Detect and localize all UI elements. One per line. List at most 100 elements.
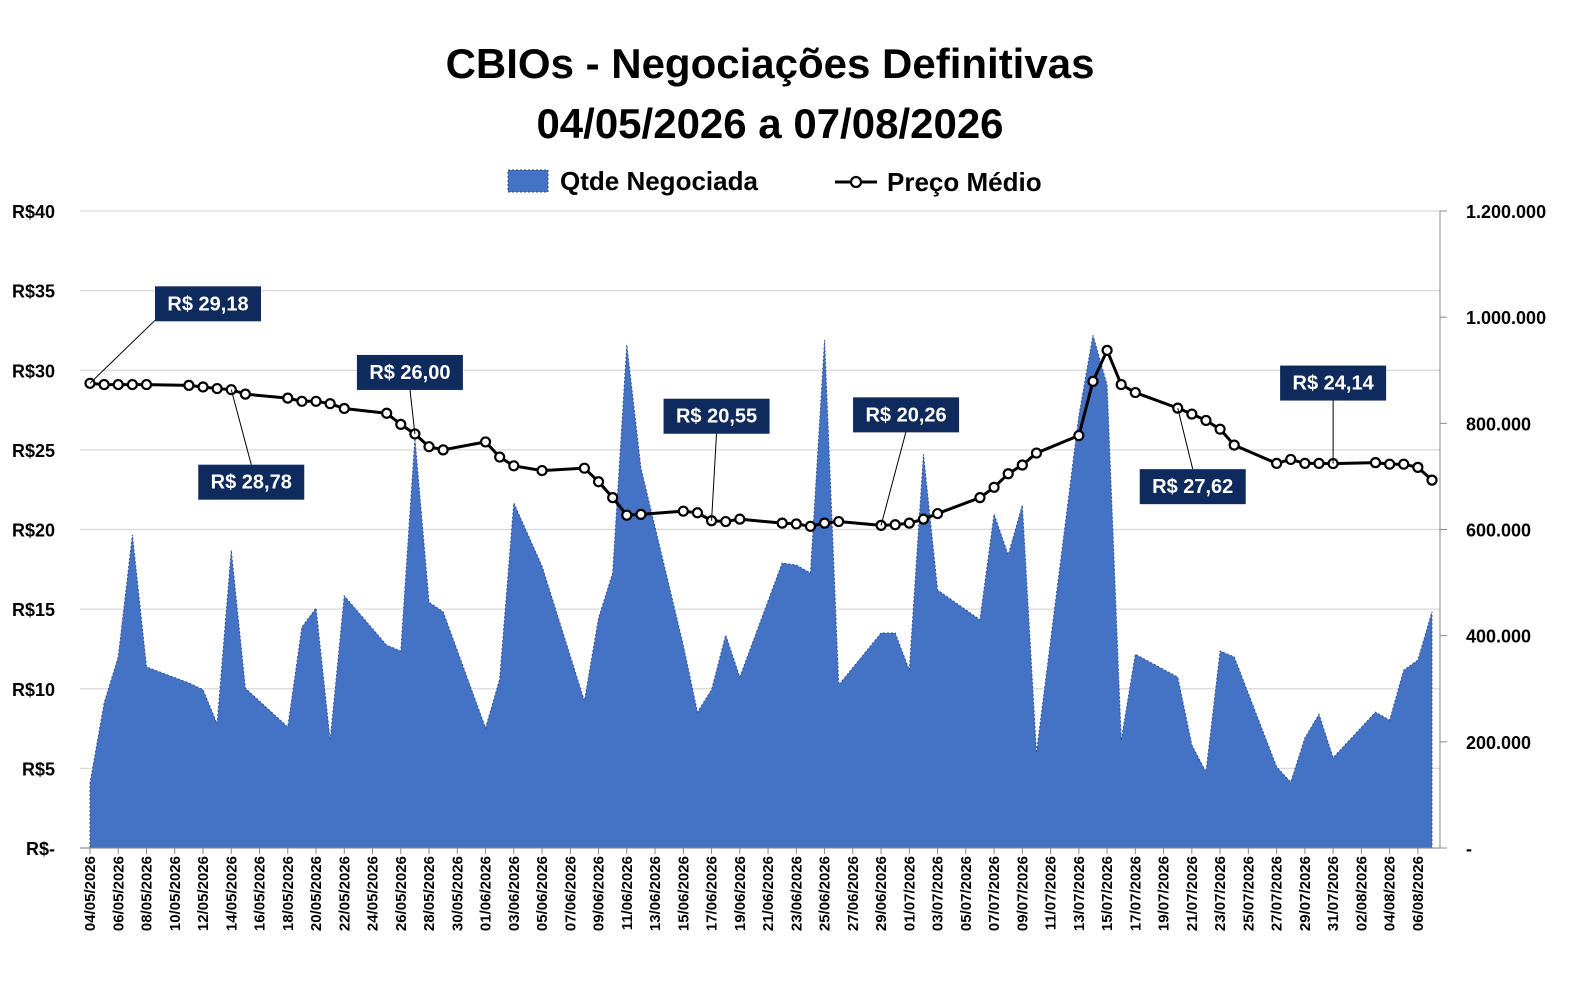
data-label: R$ 29,18 bbox=[167, 293, 248, 315]
marker bbox=[988, 481, 1000, 493]
marker bbox=[720, 515, 732, 528]
label-box bbox=[853, 397, 960, 433]
marker bbox=[296, 395, 308, 407]
x-tick-label: 24/05/2026 bbox=[365, 856, 382, 931]
marker bbox=[536, 464, 548, 477]
y2-tick-label: 200.000 bbox=[1466, 733, 1531, 753]
marker bbox=[1228, 439, 1240, 451]
marker bbox=[804, 520, 817, 532]
x-tick-label: 05/06/2026 bbox=[534, 856, 551, 931]
label-leader bbox=[230, 389, 252, 465]
marker bbox=[1087, 375, 1099, 387]
marker bbox=[974, 492, 986, 504]
x-tick-label: 27/06/2026 bbox=[845, 856, 862, 931]
x-tick-label: 11/07/2026 bbox=[1043, 856, 1060, 930]
marker bbox=[140, 378, 153, 391]
x-tick-label: 30/05/2026 bbox=[449, 856, 466, 931]
data-label: R$ 26,00 bbox=[369, 362, 450, 384]
y2-tick-label: 600.000 bbox=[1466, 521, 1531, 541]
marker bbox=[508, 460, 520, 472]
label-box bbox=[1139, 469, 1246, 505]
x-tick-label: 07/06/2026 bbox=[562, 856, 579, 931]
marker bbox=[211, 382, 223, 395]
marker bbox=[112, 378, 124, 391]
x-tick-label: 18/05/2026 bbox=[280, 856, 297, 931]
x-tick-label: 27/07/2026 bbox=[1269, 856, 1286, 931]
x-tick-label: 09/06/2026 bbox=[591, 856, 608, 931]
marker bbox=[1030, 447, 1043, 459]
label-leader bbox=[1177, 408, 1194, 470]
x-tick-label: 15/07/2026 bbox=[1099, 856, 1116, 931]
x-tick-label: 16/05/2026 bbox=[252, 856, 269, 931]
marker bbox=[1426, 474, 1438, 486]
x-tick-label: 09/07/2026 bbox=[1014, 856, 1031, 931]
x-tick-label: 10/05/2026 bbox=[167, 856, 184, 931]
marker bbox=[395, 418, 407, 430]
marker bbox=[931, 507, 944, 520]
y2-tick-label: 1.000.000 bbox=[1466, 308, 1546, 328]
x-tick-label: 07/07/2026 bbox=[986, 856, 1003, 931]
y-tick-label: R$25 bbox=[12, 441, 55, 461]
x-tick-label: 04/08/2026 bbox=[1382, 856, 1399, 931]
marker bbox=[282, 392, 294, 404]
x-tick-label: 06/08/2026 bbox=[1410, 856, 1427, 931]
marker bbox=[833, 515, 845, 528]
marker bbox=[1398, 458, 1410, 470]
marker bbox=[1214, 423, 1226, 435]
data-label: R$ 28,78 bbox=[211, 472, 292, 494]
x-tick-label: 20/05/2026 bbox=[308, 856, 325, 931]
x-tick-label: 28/05/2026 bbox=[421, 856, 438, 931]
x-tick-label: 17/07/2026 bbox=[1127, 856, 1144, 931]
marker bbox=[310, 395, 322, 407]
x-tick-label: 14/05/2026 bbox=[223, 856, 240, 931]
marker bbox=[917, 513, 930, 525]
marker bbox=[1115, 378, 1127, 391]
chart-title: CBIOs - Negociações Definitivas bbox=[446, 40, 1095, 87]
x-tick-label: 08/05/2026 bbox=[139, 856, 156, 931]
marker bbox=[1285, 453, 1297, 466]
marker bbox=[1200, 414, 1212, 427]
x-tick-label: 13/06/2026 bbox=[647, 856, 664, 931]
marker bbox=[239, 388, 251, 400]
y-tick-label: R$40 bbox=[12, 202, 55, 222]
marker bbox=[1186, 408, 1198, 420]
marker bbox=[1073, 429, 1085, 442]
legend-swatch bbox=[507, 169, 549, 193]
y2-tick-label: 800.000 bbox=[1466, 414, 1531, 434]
marker bbox=[423, 441, 435, 453]
x-tick-label: 12/05/2026 bbox=[195, 856, 212, 931]
marker bbox=[776, 517, 788, 529]
x-tick-label: 23/07/2026 bbox=[1212, 856, 1229, 931]
marker bbox=[494, 451, 506, 463]
marker bbox=[1313, 457, 1325, 470]
x-tick-label: 23/06/2026 bbox=[788, 856, 805, 931]
x-tick-label: 05/07/2026 bbox=[958, 856, 975, 931]
marker bbox=[197, 381, 209, 393]
x-tick-label: 01/07/2026 bbox=[901, 856, 918, 931]
data-label: R$ 24,14 bbox=[1293, 373, 1375, 395]
marker bbox=[889, 519, 901, 531]
x-tick-label: 06/05/2026 bbox=[110, 856, 127, 931]
marker bbox=[1299, 457, 1311, 470]
marker bbox=[1384, 458, 1396, 470]
x-tick-label: 01/06/2026 bbox=[478, 856, 495, 931]
marker bbox=[677, 505, 689, 517]
marker bbox=[98, 378, 110, 391]
marker bbox=[437, 444, 449, 456]
x-tick-label: 29/07/2026 bbox=[1297, 856, 1314, 931]
marker bbox=[1002, 468, 1014, 480]
x-tick-label: 29/06/2026 bbox=[873, 856, 890, 931]
marker bbox=[621, 509, 633, 521]
x-tick-label: 17/06/2026 bbox=[704, 856, 721, 931]
y-tick-label: R$- bbox=[26, 839, 55, 859]
label-box bbox=[356, 354, 463, 390]
label-leader bbox=[880, 431, 907, 526]
marker bbox=[734, 513, 746, 525]
marker bbox=[818, 517, 831, 529]
legend-label: Qtde Negociada bbox=[560, 166, 758, 196]
x-tick-label: 25/07/2026 bbox=[1240, 856, 1257, 931]
marker bbox=[790, 518, 802, 530]
x-tick-label: 19/07/2026 bbox=[1156, 856, 1173, 931]
legend-label: Preço Médio bbox=[887, 167, 1042, 197]
